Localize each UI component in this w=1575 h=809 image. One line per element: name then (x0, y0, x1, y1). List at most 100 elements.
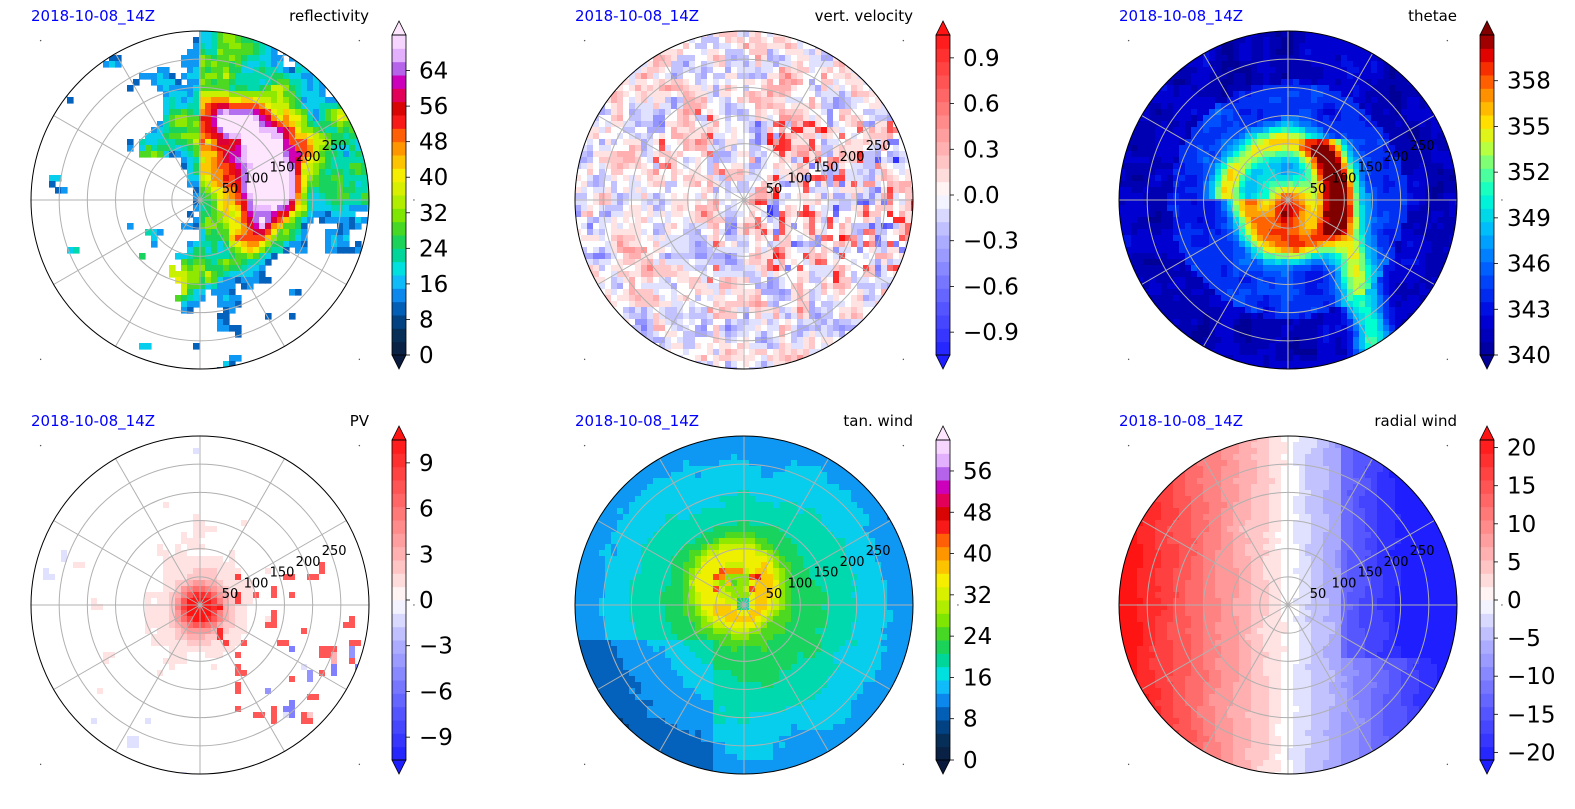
colorbar-segment (392, 181, 406, 196)
colorbar-segment (392, 328, 406, 343)
colorbar-tick-label: 349 (1507, 206, 1551, 232)
colorbar-segment (1480, 746, 1494, 761)
colorbar: 0 8 16 24 32 40 48 56 64 (391, 20, 448, 370)
colorbar-segment (392, 275, 406, 289)
colorbar-segment (392, 706, 406, 721)
azimuth-line (743, 115, 891, 201)
polar-grid (1119, 436, 1457, 774)
colorbar-segment (936, 533, 950, 548)
colorbar-segment (936, 733, 950, 748)
azimuth-line (199, 115, 347, 201)
colorbar-segment (1480, 301, 1494, 316)
colorbar-segment (936, 128, 950, 143)
field-shading (1119, 436, 1457, 774)
colorbar-segment (936, 35, 950, 49)
colorbar-segment (936, 141, 950, 156)
colorbar-segment (936, 493, 950, 508)
colorbar-tick-label: 48 (419, 130, 448, 156)
angular-tick-dot (358, 358, 361, 361)
colorbar: 20 15 10 5 0 −5 −10 −15 −20 (1479, 425, 1556, 775)
radial-tick-label: 200 (1384, 555, 1409, 570)
colorbar-segment (936, 275, 950, 289)
panel-date: 2018-10-08_14Z (1119, 412, 1244, 430)
colorbar-segment (936, 613, 950, 628)
colorbar-segment (936, 480, 950, 494)
colorbar-tick-label: −10 (1507, 664, 1556, 690)
radial-tick-label: 50 (222, 182, 239, 197)
azimuth-line (53, 199, 201, 285)
colorbar-segment (1480, 466, 1494, 481)
azimuth-line (743, 458, 829, 606)
radial-tick-label: 100 (788, 171, 813, 186)
radial-tick-label: 50 (766, 587, 783, 602)
radial-tick-label: 150 (270, 161, 295, 176)
panel-date: 2018-10-08_14Z (31, 7, 156, 25)
panel-tan-wind: 2018-10-08_14Z tan. wind 50 100 150 200 250 56 4… (544, 405, 1069, 809)
colorbar-segment (936, 235, 950, 249)
angular-tick-dot (1501, 199, 1503, 201)
colorbar-segment (392, 115, 406, 129)
colorbar-segment (936, 546, 950, 561)
colorbar-frame (1479, 34, 1495, 356)
azimuth-line (1287, 199, 1373, 347)
colorbar: 358 355 352 349 346 343 340 (1479, 20, 1551, 370)
colorbar-segment (392, 221, 406, 236)
colorbar-tick-label: 56 (963, 459, 992, 485)
colorbar-tick-label: 24 (963, 624, 992, 650)
colorbar-segment (1480, 341, 1494, 356)
colorbar-extend-bottom (935, 354, 951, 370)
radial-tick-label: 200 (296, 555, 321, 570)
colorbar-tick-label: 6 (419, 497, 434, 523)
colorbar-tick-label: 10 (1507, 512, 1536, 538)
radial-tick-label: 250 (866, 139, 891, 154)
azimuth-line (659, 458, 745, 606)
azimuth-line (597, 115, 745, 201)
colorbar-tick-label: 32 (419, 201, 448, 227)
colorbar-tick-label: 358 (1507, 69, 1551, 95)
colorbar-segment (1480, 35, 1494, 49)
azimuth-line (743, 520, 891, 606)
colorbar-tick-label: 8 (419, 307, 434, 333)
colorbar-segment (392, 733, 406, 748)
azimuth-line (743, 199, 891, 285)
colorbar-segment (1480, 546, 1494, 561)
colorbar-segment (1480, 600, 1494, 614)
colorbar-tick-label: 24 (419, 236, 448, 262)
colorbar-tick-label: 64 (419, 59, 448, 85)
colorbar-segment (392, 315, 406, 329)
colorbar-tick-label: 40 (419, 165, 448, 191)
azimuth-line (659, 199, 745, 347)
colorbar-segment (392, 586, 406, 601)
colorbar-segment (392, 195, 406, 209)
angular-tick-dot (902, 39, 905, 42)
radial-tick-label: 200 (296, 150, 321, 165)
radial-tick-label: 100 (244, 576, 269, 591)
azimuth-line (1287, 199, 1435, 285)
colorbar-segment (392, 560, 406, 574)
colorbar-extend-bottom (1479, 354, 1495, 370)
radial-tick-label: 150 (814, 566, 839, 581)
plot-outline (1118, 435, 1458, 775)
azimuth-line (597, 604, 745, 690)
radial-tick-label: 150 (1358, 566, 1383, 581)
colorbar-segment (936, 221, 950, 236)
colorbar-segment (1480, 221, 1494, 236)
angular-tick-dot (39, 358, 42, 361)
radial-tick-label: 100 (1332, 576, 1357, 591)
angular-tick-dot (413, 199, 415, 201)
colorbar-segment (936, 181, 950, 196)
colorbar-segment (392, 248, 406, 263)
field-shading (31, 436, 369, 774)
colorbar-segment (1480, 573, 1494, 588)
colorbar-segment (392, 653, 406, 668)
field-shading (1119, 31, 1457, 369)
colorbar-tick-label: 340 (1507, 343, 1551, 369)
panel-vert-velocity: 2018-10-08_14Z vert. velocity 50 100 150 200 2… (544, 0, 1069, 404)
radial-tick-label: 250 (1410, 544, 1435, 559)
colorbar-segment (392, 546, 406, 561)
azimuth-line (115, 53, 201, 201)
colorbar-segment (392, 573, 406, 588)
colorbar-extend-top (391, 20, 407, 36)
